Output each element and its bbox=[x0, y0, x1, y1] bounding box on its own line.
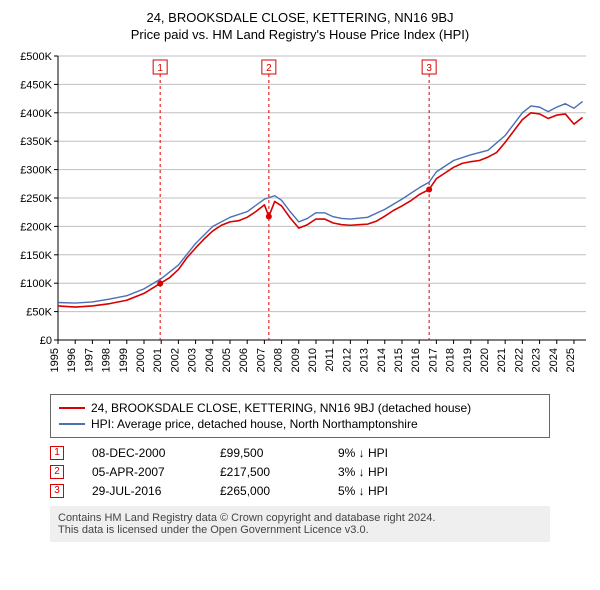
svg-text:£150K: £150K bbox=[20, 250, 52, 262]
svg-text:2025: 2025 bbox=[565, 348, 577, 372]
svg-text:£200K: £200K bbox=[20, 221, 52, 233]
svg-text:1999: 1999 bbox=[118, 348, 130, 372]
svg-text:2021: 2021 bbox=[496, 348, 508, 372]
chart-title-block: 24, BROOKSDALE CLOSE, KETTERING, NN16 9B… bbox=[8, 10, 592, 42]
sale-diff: 9% ↓ HPI bbox=[338, 446, 438, 460]
svg-text:2015: 2015 bbox=[393, 348, 405, 372]
sale-diff: 5% ↓ HPI bbox=[338, 484, 438, 498]
svg-text:1995: 1995 bbox=[49, 348, 61, 372]
chart-svg: £0 £50K £100K £150K £200K £250K £300K £350K £400… bbox=[8, 48, 592, 388]
legend: 24, BROOKSDALE CLOSE, KETTERING, NN16 9B… bbox=[50, 394, 550, 438]
svg-text:2020: 2020 bbox=[479, 348, 491, 372]
svg-text:2010: 2010 bbox=[307, 348, 319, 372]
legend-label: 24, BROOKSDALE CLOSE, KETTERING, NN16 9B… bbox=[91, 401, 471, 415]
sale-marker-icon: 3 bbox=[50, 484, 64, 498]
sale-marker-icon: 2 bbox=[50, 465, 64, 479]
svg-text:1: 1 bbox=[157, 63, 163, 74]
svg-text:£500K: £500K bbox=[20, 51, 52, 63]
svg-text:2011: 2011 bbox=[324, 348, 336, 372]
sale-marker-icon: 1 bbox=[50, 446, 64, 460]
svg-text:2022: 2022 bbox=[513, 348, 525, 372]
svg-text:2001: 2001 bbox=[152, 348, 164, 372]
svg-text:1997: 1997 bbox=[83, 348, 95, 372]
sale-row: 3 29-JUL-2016 £265,000 5% ↓ HPI bbox=[50, 484, 592, 498]
svg-text:2007: 2007 bbox=[255, 348, 267, 372]
svg-text:2017: 2017 bbox=[427, 348, 439, 372]
svg-text:2016: 2016 bbox=[410, 348, 422, 372]
legend-row: HPI: Average price, detached house, Nort… bbox=[59, 417, 541, 431]
footer-line: Contains HM Land Registry data © Crown c… bbox=[58, 512, 542, 524]
svg-text:£450K: £450K bbox=[20, 79, 52, 91]
svg-text:1998: 1998 bbox=[101, 348, 113, 372]
svg-text:2000: 2000 bbox=[135, 348, 147, 372]
svg-text:2008: 2008 bbox=[273, 348, 285, 372]
svg-text:£250K: £250K bbox=[20, 193, 52, 205]
svg-text:£400K: £400K bbox=[20, 108, 52, 120]
chart: £0 £50K £100K £150K £200K £250K £300K £350K £400… bbox=[8, 48, 592, 388]
legend-swatch bbox=[59, 407, 85, 409]
legend-label: HPI: Average price, detached house, Nort… bbox=[91, 417, 418, 431]
svg-text:2024: 2024 bbox=[548, 348, 560, 372]
svg-text:£0: £0 bbox=[40, 335, 52, 347]
svg-text:1996: 1996 bbox=[66, 348, 78, 372]
legend-swatch bbox=[59, 423, 85, 425]
svg-text:£100K: £100K bbox=[20, 278, 52, 290]
sale-diff: 3% ↓ HPI bbox=[338, 465, 438, 479]
footer-line: This data is licensed under the Open Gov… bbox=[58, 524, 542, 536]
sale-marker-num: 3 bbox=[54, 486, 60, 496]
sale-price: £265,000 bbox=[220, 484, 310, 498]
svg-text:2003: 2003 bbox=[187, 348, 199, 372]
legend-row: 24, BROOKSDALE CLOSE, KETTERING, NN16 9B… bbox=[59, 401, 541, 415]
svg-text:2004: 2004 bbox=[204, 348, 216, 372]
svg-text:2005: 2005 bbox=[221, 348, 233, 372]
svg-text:2006: 2006 bbox=[238, 348, 250, 372]
svg-text:2012: 2012 bbox=[341, 348, 353, 372]
svg-text:£50K: £50K bbox=[26, 307, 52, 319]
sale-price: £217,500 bbox=[220, 465, 310, 479]
sale-marker-num: 1 bbox=[54, 448, 60, 458]
sale-date: 05-APR-2007 bbox=[92, 465, 192, 479]
title-line-2: Price paid vs. HM Land Registry's House … bbox=[8, 27, 592, 42]
svg-text:£300K: £300K bbox=[20, 165, 52, 177]
svg-text:2009: 2009 bbox=[290, 348, 302, 372]
sale-row: 1 08-DEC-2000 £99,500 9% ↓ HPI bbox=[50, 446, 592, 460]
svg-text:2018: 2018 bbox=[445, 348, 457, 372]
sale-marker-num: 2 bbox=[54, 467, 60, 477]
svg-text:2014: 2014 bbox=[376, 348, 388, 372]
title-line-1: 24, BROOKSDALE CLOSE, KETTERING, NN16 9B… bbox=[8, 10, 592, 25]
svg-text:2: 2 bbox=[266, 63, 272, 74]
footer-attribution: Contains HM Land Registry data © Crown c… bbox=[50, 506, 550, 542]
svg-text:3: 3 bbox=[426, 63, 432, 74]
svg-text:£350K: £350K bbox=[20, 136, 52, 148]
sale-price: £99,500 bbox=[220, 446, 310, 460]
sales-table: 1 08-DEC-2000 £99,500 9% ↓ HPI 2 05-APR-… bbox=[50, 446, 592, 498]
sale-date: 29-JUL-2016 bbox=[92, 484, 192, 498]
sale-row: 2 05-APR-2007 £217,500 3% ↓ HPI bbox=[50, 465, 592, 479]
svg-text:2023: 2023 bbox=[531, 348, 543, 372]
svg-text:2002: 2002 bbox=[169, 348, 181, 372]
sale-date: 08-DEC-2000 bbox=[92, 446, 192, 460]
svg-text:2019: 2019 bbox=[462, 348, 474, 372]
svg-text:2013: 2013 bbox=[359, 348, 371, 372]
